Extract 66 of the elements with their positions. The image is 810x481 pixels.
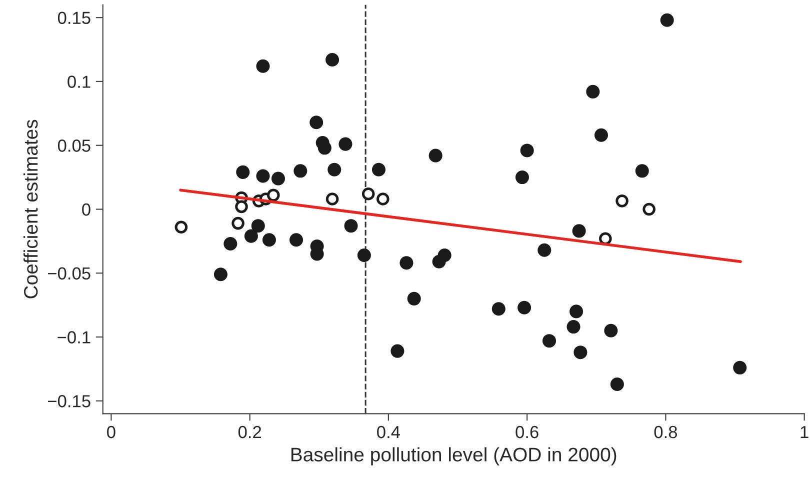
point — [174, 220, 188, 234]
point — [599, 232, 612, 246]
point — [262, 233, 276, 247]
point — [344, 219, 358, 233]
point — [542, 334, 556, 348]
point — [660, 13, 674, 27]
point — [642, 202, 656, 216]
point — [594, 128, 608, 142]
point — [572, 224, 586, 238]
point — [328, 162, 342, 176]
y-tick-label: −0.05 — [48, 267, 90, 280]
point — [310, 116, 324, 130]
x-tick-label: 0.8 — [654, 426, 678, 438]
point — [566, 320, 580, 334]
point — [214, 268, 228, 282]
point — [235, 200, 248, 214]
y-tick-label: −0.15 — [48, 395, 90, 408]
y-tick-label: 0.05 — [58, 140, 90, 152]
point — [232, 216, 244, 230]
point — [318, 141, 332, 155]
point — [586, 84, 600, 98]
point — [438, 248, 452, 262]
x-tick-label: 1 — [800, 426, 808, 438]
y-tick-label: 0.1 — [68, 76, 90, 88]
x-axis-title: Baseline pollution level (AOD in 2000) — [291, 447, 616, 466]
point — [289, 233, 304, 247]
point — [256, 59, 270, 73]
point — [428, 148, 442, 162]
point — [338, 137, 352, 151]
point — [518, 300, 532, 314]
point — [616, 194, 628, 208]
point — [362, 188, 375, 200]
y-tick-label: −0.1 — [58, 331, 90, 344]
point — [224, 236, 238, 250]
x-tick-label: 0.4 — [377, 426, 400, 438]
y-tick-label: 0.15 — [58, 12, 90, 24]
point — [604, 324, 618, 338]
point — [390, 344, 404, 358]
point — [236, 165, 250, 179]
point — [570, 304, 584, 318]
point — [372, 162, 386, 176]
point — [610, 378, 624, 392]
point — [635, 164, 649, 178]
x-tick-label: 0.6 — [516, 426, 538, 438]
x-tick-label: 0 — [107, 426, 116, 438]
point — [271, 172, 286, 186]
x-tick-label: 0.2 — [238, 426, 262, 438]
point — [357, 248, 371, 262]
point — [407, 292, 421, 306]
point — [326, 52, 340, 67]
point — [492, 302, 506, 316]
point — [733, 360, 747, 374]
point — [326, 192, 339, 206]
point — [520, 144, 534, 158]
y-tick-label: 0 — [82, 203, 90, 216]
point — [515, 170, 529, 184]
point — [538, 243, 552, 257]
point — [266, 188, 280, 202]
point — [244, 229, 258, 243]
point — [256, 169, 270, 183]
point — [294, 164, 308, 178]
point — [251, 219, 265, 233]
point — [574, 346, 588, 360]
point — [376, 192, 390, 206]
y-axis-title: Coefficient estimates — [23, 120, 38, 298]
point — [400, 256, 414, 270]
